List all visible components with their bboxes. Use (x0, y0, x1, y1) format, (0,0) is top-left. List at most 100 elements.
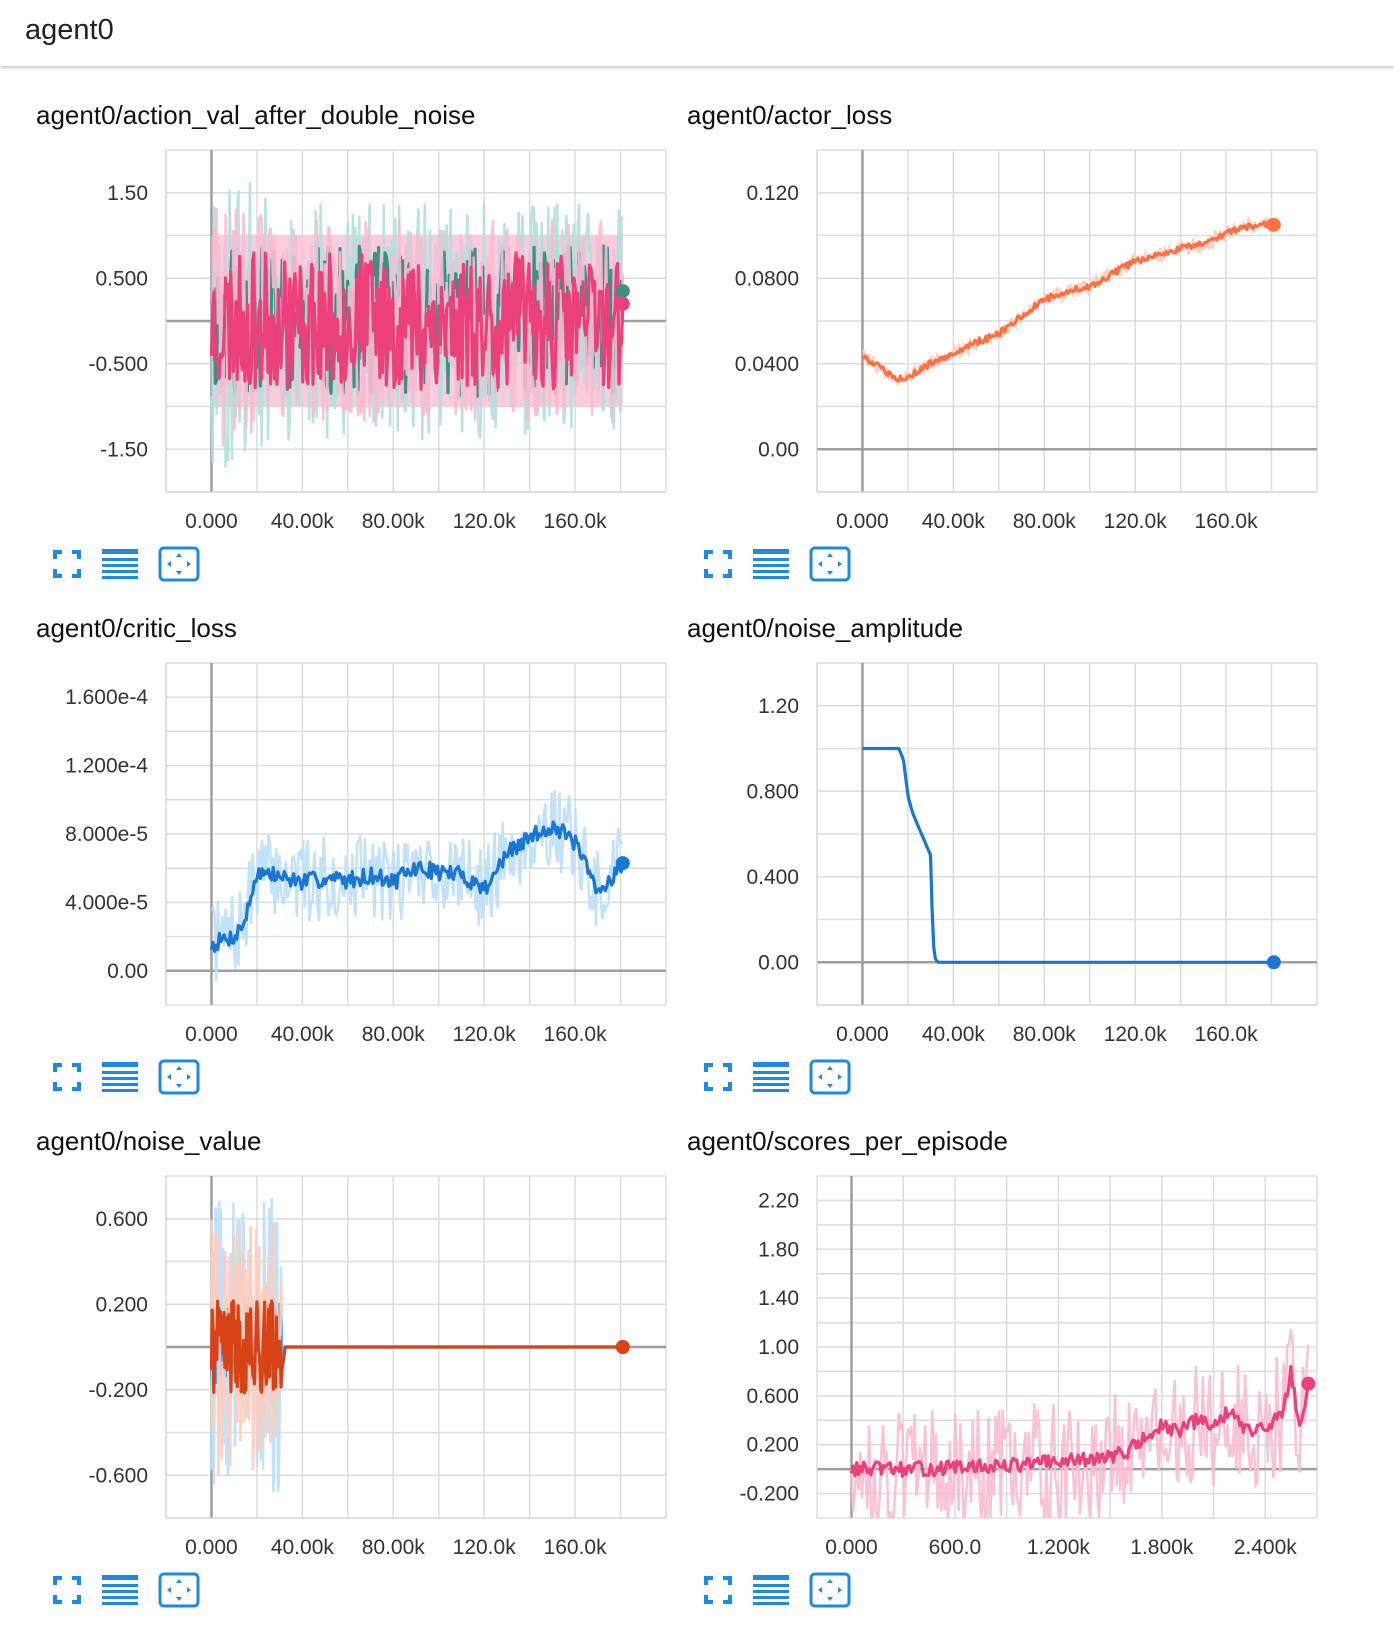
plot-area (849, 1329, 1310, 1518)
lines-icon (102, 1575, 138, 1605)
series-endpoint-marker (1266, 955, 1281, 970)
y-tick-label: -0.200 (739, 1483, 799, 1506)
toggle-log-scale-button[interactable] (102, 1575, 138, 1605)
x-tick-label: 80.00k (362, 510, 426, 533)
y-tick-label: 1.50 (107, 182, 148, 205)
smoothed-series-line (209, 1299, 623, 1395)
fit-domain-button[interactable] (158, 1572, 200, 1608)
fit-domain-button[interactable] (809, 1572, 851, 1608)
chart-plot[interactable]: 1.600e-4 1.200e-4 8.000e-5 4.000e-5 0.00 0.00… (36, 613, 716, 1063)
x-tick-label: 1.200k (1027, 1536, 1091, 1559)
chart-toolbar (52, 1059, 220, 1095)
chart-card: agent0/noise_amplitude 1.20 0.800 0.400 0.00… (687, 613, 1367, 1133)
x-tick-label: 160.0k (544, 1536, 608, 1559)
y-tick-label: -0.200 (88, 1379, 148, 1402)
expand-chart-button[interactable] (52, 549, 82, 579)
chart-toolbar (703, 1059, 871, 1095)
lines-icon (753, 1575, 789, 1605)
y-tick-label: 0.200 (746, 1434, 799, 1457)
toggle-log-scale-button[interactable] (753, 549, 789, 579)
plot-area (209, 1197, 623, 1493)
x-tick-label: 40.00k (271, 510, 335, 533)
plot-area (209, 181, 625, 468)
fit-domain-button[interactable] (809, 1059, 851, 1095)
raw-series-line (850, 1329, 1310, 1518)
toggle-log-scale-button[interactable] (753, 1062, 789, 1092)
chart-plot[interactable]: 0.120 0.0800 0.0400 0.00 0.000 40.00k 80.00k 12… (687, 100, 1367, 550)
series-endpoint-marker (615, 856, 630, 871)
x-tick-label: 160.0k (544, 1023, 608, 1046)
fit-domain-button[interactable] (158, 1059, 200, 1095)
series-endpoint-marker (1301, 1376, 1316, 1391)
y-tick-label: 2.20 (758, 1189, 799, 1212)
expand-chart-button[interactable] (703, 549, 733, 579)
x-tick-label: 120.0k (453, 1536, 517, 1559)
toggle-log-scale-button[interactable] (753, 1575, 789, 1605)
y-tick-label: 1.00 (758, 1336, 799, 1359)
chart-title: agent0/actor_loss (687, 100, 893, 130)
fullscreen-icon (53, 550, 81, 578)
chart-card: agent0/critic_loss 1.600e-4 1.200e-4 8.000e… (36, 613, 716, 1133)
smoothed-series-line (209, 820, 625, 953)
x-tick-label: 0.000 (825, 1536, 878, 1559)
fit-domain-icon (809, 546, 851, 582)
expand-chart-button[interactable] (52, 1062, 82, 1092)
chart-plot[interactable]: 2.20 1.80 1.40 1.00 0.600 0.200 -0.200 0.000 600… (687, 1126, 1367, 1576)
y-tick-label: 0.200 (95, 1293, 148, 1316)
x-tick-label: 2.400k (1234, 1536, 1298, 1559)
toggle-log-scale-button[interactable] (102, 1062, 138, 1092)
fit-domain-button[interactable] (158, 546, 200, 582)
chart-plot[interactable]: 1.20 0.800 0.400 0.00 0.000 40.00k 80.00k 120.0… (687, 613, 1367, 1063)
chart-toolbar (703, 546, 871, 582)
page-header: agent0 (0, 0, 1394, 66)
x-tick-label: 0.000 (836, 1023, 889, 1046)
raw-series-line (861, 214, 1275, 385)
y-tick-label: 0.00 (107, 960, 148, 983)
chart-title: agent0/action_val_after_double_noise (36, 100, 476, 130)
fit-domain-button[interactable] (809, 546, 851, 582)
y-tick-label: 8.000e-5 (65, 823, 148, 846)
chart-card: agent0/actor_loss 0.120 0.0800 0.0400 0.00 0.… (687, 100, 1367, 620)
x-tick-label: 160.0k (1195, 1023, 1259, 1046)
chart-title: agent0/noise_amplitude (687, 613, 964, 643)
x-tick-label: 40.00k (271, 1023, 335, 1046)
lines-icon (753, 1062, 789, 1092)
fit-domain-icon (158, 1572, 200, 1608)
expand-chart-button[interactable] (52, 1575, 82, 1605)
toggle-log-scale-button[interactable] (102, 549, 138, 579)
x-tick-label: 0.000 (836, 510, 889, 533)
x-tick-label: 0.000 (185, 510, 238, 533)
chart-card: agent0/noise_value 0.600 0.200 -0.200 -0.600… (36, 1126, 716, 1646)
y-tick-label: 0.00 (758, 438, 799, 461)
smoothed-series-line (862, 746, 1274, 964)
x-tick-label: 80.00k (1013, 510, 1077, 533)
x-tick-label: 600.0 (929, 1536, 982, 1559)
plot-area (861, 214, 1276, 385)
plot-area (862, 746, 1274, 964)
x-tick-label: 160.0k (1195, 510, 1259, 533)
chart-toolbar (52, 546, 220, 582)
chart-card: agent0/action_val_after_double_noise 1.50… (36, 100, 716, 620)
y-tick-label: 1.40 (758, 1287, 799, 1310)
chart-toolbar (52, 1572, 220, 1608)
fullscreen-icon (704, 1063, 732, 1091)
smoothed-series-line (849, 1364, 1310, 1478)
chart-card: agent0/scores_per_episode 2.20 1.80 1.40 1.0… (687, 1126, 1367, 1646)
y-tick-label: 0.600 (746, 1385, 799, 1408)
series-endpoint-marker (615, 296, 630, 311)
y-tick-label: 1.200e-4 (65, 755, 148, 778)
y-tick-label: -1.50 (100, 438, 148, 461)
smoothed-series-line (861, 219, 1276, 383)
x-tick-label: 0.000 (185, 1023, 238, 1046)
fit-domain-icon (158, 1059, 200, 1095)
chart-plot[interactable]: 0.600 0.200 -0.200 -0.600 0.000 40.00k 80.00k 1… (36, 1126, 716, 1576)
x-tick-label: 80.00k (362, 1023, 426, 1046)
expand-chart-button[interactable] (703, 1062, 733, 1092)
x-tick-label: 80.00k (362, 1536, 426, 1559)
x-tick-label: 0.000 (185, 1536, 238, 1559)
x-tick-label: 120.0k (1104, 1023, 1168, 1046)
y-tick-label: 4.000e-5 (65, 891, 148, 914)
expand-chart-button[interactable] (703, 1575, 733, 1605)
series-endpoint-marker (615, 284, 630, 299)
chart-plot[interactable]: 1.50 0.500 -0.500 -1.50 0.000 40.00k 80.00k 120… (36, 100, 716, 550)
